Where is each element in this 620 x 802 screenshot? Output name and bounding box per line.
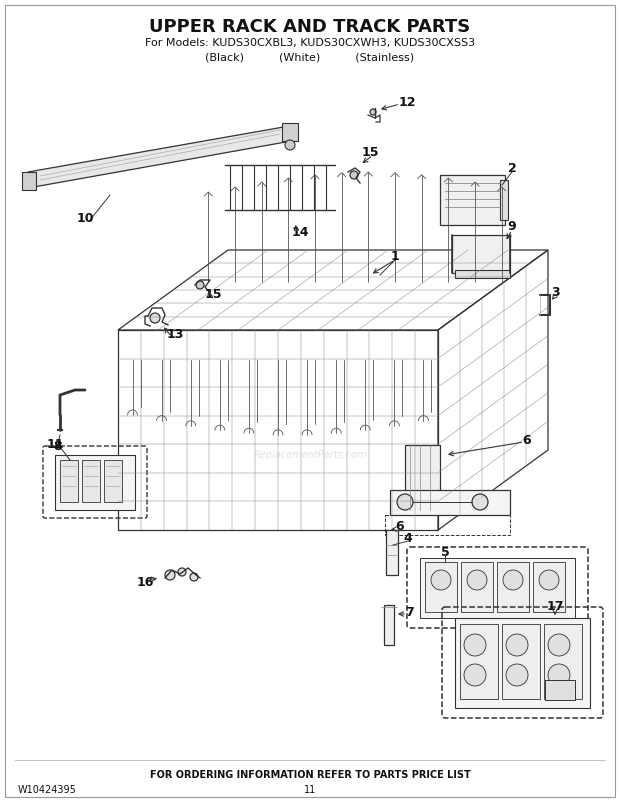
Text: 11: 11 — [46, 439, 64, 452]
Text: 11: 11 — [304, 785, 316, 795]
Text: 13: 13 — [166, 329, 184, 342]
Text: 15: 15 — [361, 145, 379, 159]
Bar — [104, 460, 122, 502]
Text: 3: 3 — [551, 286, 559, 299]
Bar — [55, 455, 135, 510]
Circle shape — [196, 281, 204, 289]
Bar — [385, 515, 510, 535]
Text: 15: 15 — [204, 289, 222, 302]
Bar — [502, 624, 540, 699]
Bar — [386, 530, 398, 575]
Bar — [60, 460, 78, 502]
Circle shape — [506, 664, 528, 686]
Bar — [452, 235, 510, 273]
Bar — [544, 624, 582, 699]
Text: 6: 6 — [523, 434, 531, 447]
Bar — [455, 618, 590, 708]
Circle shape — [464, 634, 486, 656]
Circle shape — [350, 171, 358, 179]
Text: 1: 1 — [391, 250, 399, 264]
Circle shape — [370, 109, 376, 115]
Text: 5: 5 — [441, 546, 450, 560]
Bar — [384, 605, 394, 645]
Text: 14: 14 — [291, 225, 309, 238]
Circle shape — [464, 664, 486, 686]
Text: 8: 8 — [54, 440, 63, 453]
Bar — [82, 460, 100, 502]
Circle shape — [190, 573, 198, 581]
Text: FOR ORDERING INFORMATION REFER TO PARTS PRICE LIST: FOR ORDERING INFORMATION REFER TO PARTS … — [149, 770, 471, 780]
Text: 6: 6 — [396, 520, 404, 533]
Bar — [461, 562, 493, 612]
Circle shape — [431, 570, 451, 590]
Text: 9: 9 — [508, 221, 516, 233]
Text: 10: 10 — [76, 212, 94, 225]
Bar — [440, 175, 505, 225]
Text: For Models: KUDS30CXBL3, KUDS30CXWH3, KUDS30CXSS3: For Models: KUDS30CXBL3, KUDS30CXWH3, KU… — [145, 38, 475, 48]
Circle shape — [397, 494, 413, 510]
Bar — [425, 562, 457, 612]
Text: 4: 4 — [404, 532, 412, 545]
Text: 2: 2 — [508, 161, 516, 175]
Circle shape — [285, 140, 295, 150]
Text: 7: 7 — [405, 606, 414, 618]
Bar — [118, 330, 438, 530]
Bar — [390, 490, 510, 515]
Circle shape — [165, 570, 175, 580]
Circle shape — [178, 568, 186, 576]
Text: 12: 12 — [398, 96, 416, 110]
Bar — [455, 270, 510, 278]
Text: W10424395: W10424395 — [18, 785, 77, 795]
Bar — [533, 562, 565, 612]
Circle shape — [472, 494, 488, 510]
Circle shape — [548, 664, 570, 686]
Circle shape — [150, 313, 160, 323]
Bar — [22, 172, 36, 190]
Circle shape — [467, 570, 487, 590]
Bar — [497, 562, 529, 612]
Bar — [545, 680, 575, 700]
Bar — [420, 558, 575, 618]
Text: UPPER RACK AND TRACK PARTS: UPPER RACK AND TRACK PARTS — [149, 18, 471, 36]
Polygon shape — [28, 125, 297, 188]
Text: 17: 17 — [546, 601, 564, 614]
Text: ReplacementParts.com: ReplacementParts.com — [253, 450, 367, 460]
Text: 16: 16 — [136, 576, 154, 589]
Bar — [460, 624, 498, 699]
Bar — [282, 123, 298, 141]
Bar — [405, 445, 440, 510]
Circle shape — [503, 570, 523, 590]
Circle shape — [548, 634, 570, 656]
Circle shape — [506, 634, 528, 656]
Bar — [500, 180, 508, 220]
Text: (Black)          (White)          (Stainless): (Black) (White) (Stainless) — [205, 52, 415, 62]
Circle shape — [539, 570, 559, 590]
